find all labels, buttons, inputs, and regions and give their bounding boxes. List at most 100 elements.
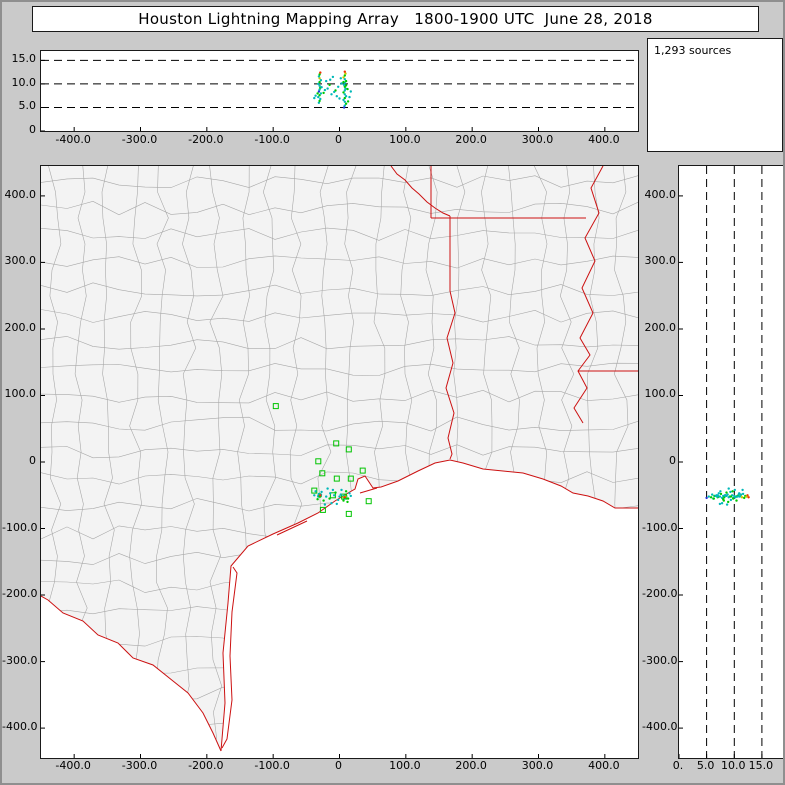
county-line <box>41 175 638 188</box>
source-point <box>344 102 348 105</box>
source-point <box>326 487 329 490</box>
source-point <box>348 492 351 495</box>
county-line <box>41 227 638 241</box>
source-point <box>727 487 730 490</box>
station-marker <box>333 475 340 482</box>
tick-label: 100.0 <box>389 759 421 772</box>
county-line <box>41 336 638 350</box>
source-point <box>342 98 345 102</box>
state-river-borders <box>390 166 638 460</box>
station-marker <box>272 403 279 410</box>
source-point <box>344 79 348 83</box>
source-point <box>335 95 338 98</box>
source-point <box>328 83 331 87</box>
source-point <box>342 80 345 84</box>
source-point <box>328 497 331 500</box>
source-point <box>339 493 342 496</box>
rio-grande-border <box>41 595 222 752</box>
county-line <box>41 389 638 404</box>
source-point <box>738 492 741 495</box>
source-point <box>743 496 746 500</box>
tick-label: 0 <box>335 133 342 146</box>
land-area <box>41 166 638 751</box>
source-point <box>314 94 317 97</box>
source-point <box>343 70 346 73</box>
source-point <box>712 497 715 500</box>
tick-label: -300.0 <box>642 653 678 667</box>
source-point <box>705 496 708 500</box>
tick-label: -100.0 <box>2 520 38 534</box>
altitude-vs-eastwest-plot <box>41 59 638 131</box>
source-point <box>329 78 332 81</box>
source-point <box>318 99 321 103</box>
source-point <box>707 495 710 498</box>
county-line <box>41 660 638 674</box>
source-point <box>335 502 338 506</box>
source-point <box>722 498 725 501</box>
source-point <box>318 80 321 84</box>
source-point <box>323 88 327 92</box>
source-point <box>739 493 743 496</box>
county-line <box>41 362 638 376</box>
county-line <box>209 166 224 751</box>
source-point <box>333 90 336 94</box>
source-point <box>342 91 345 94</box>
source-point <box>326 87 329 90</box>
source-point <box>343 78 346 81</box>
tick-label: 200.0 <box>4 320 37 334</box>
source-point <box>343 104 346 107</box>
tick-label: -300.0 <box>121 759 158 772</box>
source-point <box>325 79 328 83</box>
source-point <box>318 84 321 87</box>
source-point <box>343 93 346 96</box>
source-point <box>747 496 750 499</box>
tick-label: -100.0 <box>254 133 290 146</box>
source-point <box>342 499 345 502</box>
tick-label: 400.0 <box>4 187 37 201</box>
station-marker <box>345 510 352 517</box>
source-point <box>346 497 350 500</box>
tick-label: 0. <box>672 759 684 772</box>
source-point <box>741 488 744 492</box>
source-point <box>331 488 335 492</box>
tick-label: 5.0 <box>696 759 715 772</box>
source-point <box>711 493 714 496</box>
county-line <box>41 714 638 728</box>
source-point <box>318 88 321 91</box>
tick-label: -300.0 <box>121 133 158 146</box>
tick-label: 300.0 <box>4 254 37 268</box>
tick-label: 400.0 <box>588 133 620 146</box>
tick-label: 300.0 <box>644 254 677 268</box>
source-point <box>346 500 349 504</box>
source-point <box>338 97 341 100</box>
source-point <box>317 101 321 104</box>
source-point <box>338 495 341 498</box>
source-point <box>343 496 346 499</box>
tick-label: 15.0 <box>748 759 774 772</box>
source-point <box>333 494 336 497</box>
source-point <box>734 496 737 499</box>
source-point <box>344 72 347 75</box>
source-point <box>340 82 343 85</box>
altitude-vs-northsouth-plot <box>679 166 763 758</box>
tick-label: 100.0 <box>644 387 677 401</box>
source-point <box>719 492 723 496</box>
source-point <box>724 494 727 498</box>
source-point <box>344 95 348 98</box>
county-line <box>41 200 638 216</box>
source-point <box>343 96 346 100</box>
source-point <box>320 86 323 89</box>
tick-label: 10.0 <box>721 759 746 772</box>
source-point <box>318 73 321 76</box>
tick-label: -100.0 <box>642 520 678 534</box>
tick-label: 400.0 <box>644 187 677 201</box>
source-point <box>344 84 348 87</box>
tick-label: -400.0 <box>642 720 678 734</box>
station-marker <box>319 470 326 477</box>
altitude-vs-eastwest-panel <box>40 50 639 132</box>
source-point <box>720 502 724 505</box>
source-point <box>343 89 346 92</box>
tick-label: 200.0 <box>644 320 677 334</box>
tick-label: -200.0 <box>642 587 678 601</box>
source-point <box>331 75 335 79</box>
